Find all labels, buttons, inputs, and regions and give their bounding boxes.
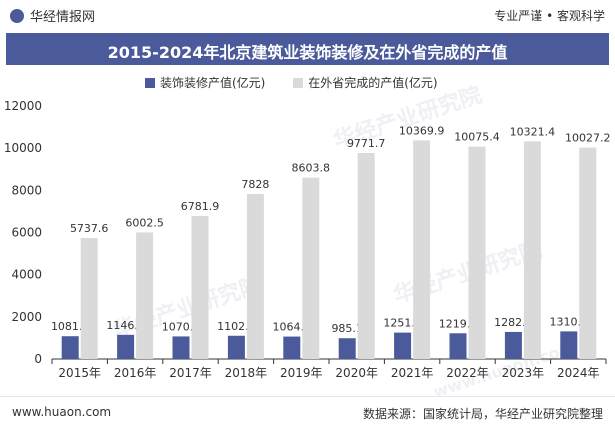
x-tick-label: 2021年 — [391, 366, 434, 380]
data-label-series-2: 6002.5 — [125, 216, 164, 229]
data-label-series-2: 5737.6 — [70, 222, 109, 235]
bar-series-1 — [283, 336, 301, 359]
x-tick-label: 2018年 — [225, 366, 268, 380]
x-tick-label: 2015年 — [58, 366, 101, 380]
y-tick-label: 6000 — [11, 226, 42, 240]
legend-item-series-1: 装饰装修产值(亿元) — [145, 74, 265, 91]
bar-series-1 — [61, 336, 79, 359]
y-tick-label: 10000 — [4, 141, 42, 155]
y-tick-label: 8000 — [11, 183, 42, 197]
data-label-series-1: 1310.3 — [550, 315, 589, 328]
bar-series-1 — [560, 331, 578, 359]
x-tick-label: 2022年 — [446, 366, 489, 380]
bar-series-2 — [136, 232, 154, 359]
data-label-series-2: 6781.9 — [181, 200, 220, 213]
data-label-series-1: 1146.9 — [106, 319, 145, 332]
x-tick-label: 2024年 — [557, 366, 600, 380]
huajing-logo-icon — [10, 9, 24, 23]
data-label-series-1: 1102.2 — [217, 320, 256, 333]
legend-item-series-2: 在外省完成的产值(亿元) — [293, 74, 438, 91]
x-tick-label: 2016年 — [114, 366, 157, 380]
legend-label-series-1: 装饰装修产值(亿元) — [160, 76, 266, 90]
bar-series-1 — [449, 333, 467, 359]
title-bar: 2015-2024年北京建筑业装饰装修及在外省完成的产值 — [6, 33, 609, 65]
data-label-series-2: 7828 — [241, 178, 269, 191]
footer-url[interactable]: www.huaon.com — [12, 405, 112, 419]
data-label-series-1: 1081.1 — [51, 320, 90, 333]
bar-series-2 — [302, 177, 320, 359]
bar-series-2 — [80, 238, 98, 359]
bar-series-1 — [394, 332, 412, 359]
data-label-series-2: 10321.4 — [510, 125, 556, 138]
data-label-series-2: 10075.4 — [454, 131, 500, 144]
bar-series-2 — [246, 193, 264, 359]
data-label-series-1: 1219.9 — [439, 317, 478, 330]
chart-legend: 装饰装修产值(亿元) 在外省完成的产值(亿元) — [145, 74, 462, 91]
y-tick-label: 2000 — [11, 310, 42, 324]
data-label-series-2: 10027.2 — [565, 132, 611, 145]
y-tick-label: 0 — [34, 352, 42, 366]
bar-series-1 — [172, 336, 190, 359]
x-tick-label: 2020年 — [335, 366, 378, 380]
data-label-series-1: 1282.7 — [494, 316, 533, 329]
y-tick-label: 12000 — [4, 99, 42, 113]
bar-series-2 — [413, 140, 431, 359]
x-tick-label: 2017年 — [169, 366, 212, 380]
brand-name: 华经情报网 — [30, 10, 96, 25]
slogan: 专业严谨 • 客观科学 — [494, 9, 605, 23]
bar-series-2 — [523, 141, 541, 359]
y-tick-label: 4000 — [11, 268, 42, 282]
bar-series-2 — [191, 216, 209, 359]
x-tick-label: 2019年 — [280, 366, 323, 380]
data-label-series-2: 10369.9 — [399, 124, 445, 137]
legend-swatch-series-1 — [145, 78, 155, 88]
data-label-series-1: 985.1 — [331, 322, 363, 335]
bar-chart: 0 2000 4000 6000 8000 10000 12000 1081.1 5737.6 2… — [4, 99, 611, 380]
bar-series-1 — [338, 338, 356, 359]
bar-series-2 — [468, 146, 486, 359]
footer: www.huaon.com 数据来源：国家统计局，华经产业研究院整理 — [0, 396, 615, 428]
bar-series-2 — [357, 152, 375, 359]
footer-source: 数据来源：国家统计局，华经产业研究院整理 — [362, 407, 603, 421]
data-label-series-2: 8603.8 — [292, 162, 331, 175]
legend-swatch-series-2 — [293, 78, 304, 88]
x-tick-label: 2023年 — [502, 366, 545, 380]
brand[interactable]: 华经情报网 — [10, 6, 95, 25]
top-bar: 华经情报网 专业严谨 • 客观科学 — [0, 0, 615, 30]
data-label-series-1: 1251.5 — [383, 317, 422, 330]
bar-series-2 — [579, 147, 597, 359]
legend-label-series-2: 在外省完成的产值(亿元) — [308, 76, 438, 90]
bar-series-1 — [504, 331, 522, 359]
chart-title: 2015-2024年北京建筑业装饰装修及在外省完成的产值 — [107, 43, 508, 62]
data-label-series-2: 9771.7 — [347, 137, 386, 150]
data-label-series-1: 1064.5 — [273, 321, 312, 334]
bar-series-1 — [227, 335, 245, 359]
data-label-series-1: 1070.9 — [162, 320, 201, 333]
bar-series-1 — [117, 334, 135, 359]
